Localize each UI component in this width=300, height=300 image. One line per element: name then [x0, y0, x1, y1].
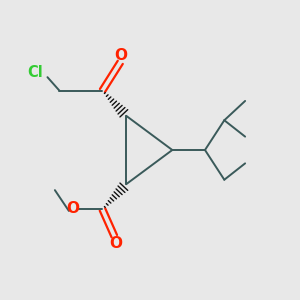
Text: Cl: Cl	[28, 65, 43, 80]
Text: O: O	[114, 48, 128, 63]
Text: O: O	[109, 236, 122, 251]
Text: O: O	[66, 201, 79, 216]
